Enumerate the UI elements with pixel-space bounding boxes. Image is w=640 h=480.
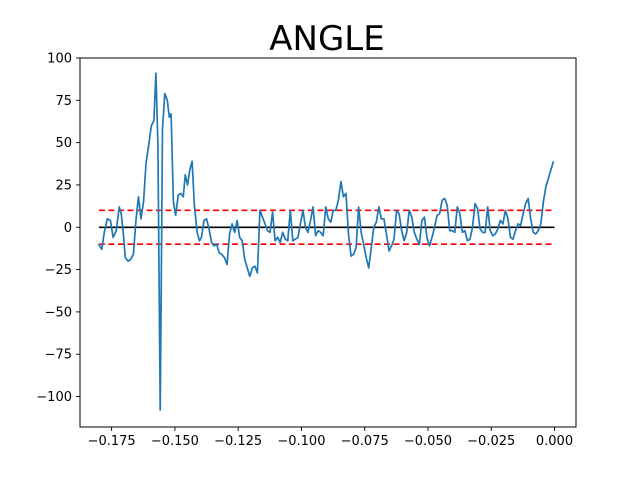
y-tick-label: 75 — [55, 94, 72, 109]
y-axis: 100 75 50 25 0 −25 −50 −75 −100 — [36, 52, 80, 405]
y-tick-label: 100 — [47, 52, 72, 67]
chart-title: ANGLE — [269, 19, 384, 59]
x-tick-label: −0.100 — [277, 434, 325, 449]
x-tick-label: −0.175 — [88, 434, 136, 449]
y-tick-label: 0 — [64, 221, 72, 236]
y-tick-label: 50 — [55, 136, 72, 151]
y-tick-label: −50 — [45, 305, 72, 320]
x-axis: −0.175 −0.150 −0.125 −0.100 −0.075 −0.050 −0.0… — [88, 427, 573, 449]
x-tick-label: 0.000 — [536, 434, 573, 449]
x-tick-label: −0.125 — [214, 434, 262, 449]
y-tick-label: −25 — [45, 263, 72, 278]
angle-series-line — [97, 72, 555, 411]
y-tick-label: 25 — [55, 178, 72, 193]
x-tick-label: −0.025 — [467, 434, 515, 449]
y-tick-label: −100 — [36, 390, 72, 405]
x-tick-label: −0.150 — [151, 434, 199, 449]
x-tick-label: −0.075 — [341, 434, 389, 449]
axes-frame — [79, 57, 577, 428]
y-tick-label: −75 — [45, 348, 72, 363]
x-tick-label: −0.050 — [404, 434, 452, 449]
plot-area — [97, 72, 555, 411]
